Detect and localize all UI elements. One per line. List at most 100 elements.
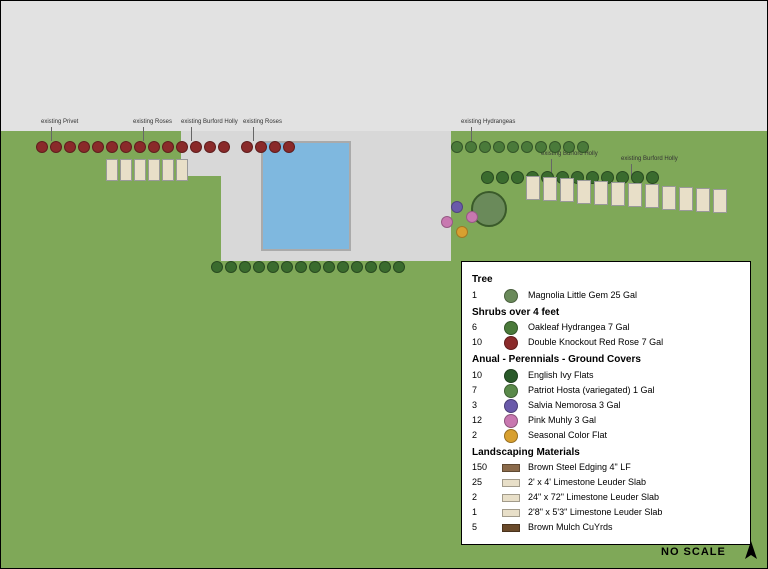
legend-swatch xyxy=(502,321,520,335)
legend-panel: Tree1Magnolia Little Gem 25 GalShrubs ov… xyxy=(461,261,751,545)
plant-callout-label: existing Privet xyxy=(41,119,78,125)
plant-symbol xyxy=(577,141,589,153)
north-arrow-icon: N xyxy=(741,541,761,569)
plant-symbol xyxy=(148,141,160,153)
plant-symbol xyxy=(351,261,363,273)
limestone-paver xyxy=(645,184,659,208)
limestone-paver xyxy=(594,181,608,205)
plant-symbol xyxy=(78,141,90,153)
plant-callout-label: existing Burford Holly xyxy=(621,156,678,162)
plant-symbol xyxy=(92,141,104,153)
plant-symbol xyxy=(162,141,174,153)
plant-symbol xyxy=(479,141,491,153)
legend-swatch xyxy=(502,491,520,505)
leader-line xyxy=(471,127,472,141)
legend-qty: 10 xyxy=(472,336,502,349)
plant-callout-label: existing Roses xyxy=(133,119,172,125)
plant-symbol xyxy=(36,141,48,153)
plant-callout-label: existing Roses xyxy=(243,119,282,125)
plant-symbol xyxy=(646,171,659,184)
legend-label: 24" x 72" Limestone Leuder Slab xyxy=(528,491,659,504)
plant-symbol xyxy=(493,141,505,153)
legend-label: Pink Muhly 3 Gal xyxy=(528,414,596,427)
legend-swatch xyxy=(502,336,520,350)
legend-swatch xyxy=(502,414,520,428)
leader-line xyxy=(51,127,52,141)
legend-row: 3Salvia Nemorosa 3 Gal xyxy=(472,399,740,413)
plant-symbol xyxy=(106,141,118,153)
plant-symbol xyxy=(496,171,509,184)
legend-row: 7Patriot Hosta (variegated) 1 Gal xyxy=(472,384,740,398)
plant-symbol xyxy=(379,261,391,273)
plant-row xyxy=(241,141,295,153)
legend-swatch xyxy=(502,461,520,475)
legend-row: 150 Brown Steel Edging 4" LF xyxy=(472,461,740,475)
limestone-paver xyxy=(696,188,710,212)
perennial-symbol xyxy=(456,226,468,238)
plant-symbol xyxy=(239,261,251,273)
legend-row: 10English Ivy Flats xyxy=(472,369,740,383)
legend-qty: 6 xyxy=(472,321,502,334)
plant-symbol xyxy=(451,141,463,153)
legend-swatch xyxy=(502,521,520,535)
plant-symbol xyxy=(253,261,265,273)
legend-label: Double Knockout Red Rose 7 Gal xyxy=(528,336,663,349)
legend-qty: 2 xyxy=(472,491,502,504)
limestone-paver xyxy=(148,159,160,181)
limestone-paver xyxy=(120,159,132,181)
plant-symbol xyxy=(481,171,494,184)
plant-symbol xyxy=(283,141,295,153)
limestone-paver xyxy=(560,178,574,202)
pool xyxy=(261,141,351,251)
legend-row: 6Oakleaf Hydrangea 7 Gal xyxy=(472,321,740,335)
legend-row: 5 Brown Mulch CuYrds xyxy=(472,521,740,535)
legend-swatch xyxy=(502,369,520,383)
legend-qty: 150 xyxy=(472,461,502,474)
legend-label: Brown Steel Edging 4" LF xyxy=(528,461,631,474)
legend-qty: 5 xyxy=(472,521,502,534)
limestone-paver xyxy=(713,189,727,213)
legend-swatch xyxy=(502,506,520,520)
plant-symbol xyxy=(50,141,62,153)
plant-symbol xyxy=(535,141,547,153)
plant-symbol xyxy=(563,141,575,153)
legend-row: 1 Magnolia Little Gem 25 Gal xyxy=(472,289,740,303)
landscape-plan-canvas: existing Privet existing Roses existing Bu… xyxy=(0,0,768,569)
limestone-paver xyxy=(611,182,625,206)
legend-swatch xyxy=(502,384,520,398)
legend-label: Brown Mulch CuYrds xyxy=(528,521,613,534)
limestone-paver xyxy=(526,176,540,200)
legend-section-title: Tree xyxy=(472,273,740,288)
legend-swatch xyxy=(502,429,520,443)
plant-symbol xyxy=(511,171,524,184)
patio-step xyxy=(181,131,241,176)
legend-label: Salvia Nemorosa 3 Gal xyxy=(528,399,621,412)
legend-label: 2' x 4' Limestone Leuder Slab xyxy=(528,476,646,489)
legend-qty: 1 xyxy=(472,506,502,519)
plant-symbol xyxy=(465,141,477,153)
limestone-paver xyxy=(176,159,188,181)
plant-symbol xyxy=(204,141,216,153)
plant-symbol xyxy=(225,261,237,273)
plant-symbol xyxy=(521,141,533,153)
plant-callout-label: existing Hydrangeas xyxy=(461,119,515,125)
plant-row xyxy=(211,261,405,273)
legend-qty: 10 xyxy=(472,369,502,382)
limestone-paver xyxy=(628,183,642,207)
plant-symbol xyxy=(176,141,188,153)
legend-qty: 7 xyxy=(472,384,502,397)
legend-row: 12Pink Muhly 3 Gal xyxy=(472,414,740,428)
legend-qty: 1 xyxy=(472,289,502,302)
legend-swatch xyxy=(502,289,520,303)
legend-label: Magnolia Little Gem 25 Gal xyxy=(528,289,637,302)
legend-row: 2 24" x 72" Limestone Leuder Slab xyxy=(472,491,740,505)
building-region xyxy=(1,1,767,131)
plant-symbol xyxy=(120,141,132,153)
limestone-paver xyxy=(543,177,557,201)
plant-symbol xyxy=(267,261,279,273)
legend-section-title: Landscaping Materials xyxy=(472,446,740,461)
limestone-paver xyxy=(679,187,693,211)
legend-swatch xyxy=(502,476,520,490)
plant-symbol xyxy=(269,141,281,153)
plant-row xyxy=(36,141,230,153)
